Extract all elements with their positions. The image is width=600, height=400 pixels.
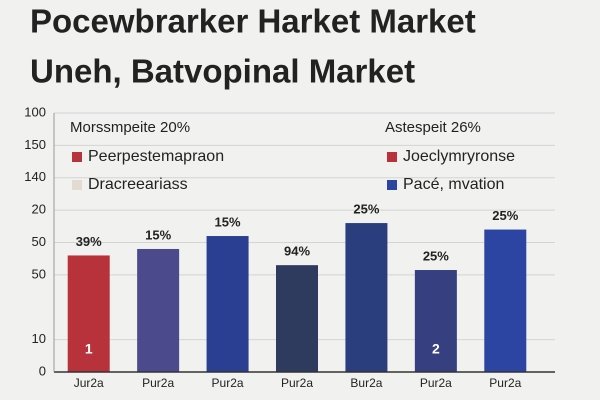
bar-label: 25% <box>353 202 379 217</box>
y-tick-label: 50 <box>32 266 46 281</box>
bar <box>67 255 110 372</box>
legend-swatch <box>72 152 82 162</box>
legend-label: Joeclymryronse <box>403 148 515 165</box>
y-tick-label: 10 <box>32 331 46 346</box>
x-tick-label: Pur2a <box>489 376 521 390</box>
bar <box>137 248 180 372</box>
y-tick-label: 50 <box>32 234 46 249</box>
bar-label: 25% <box>492 208 518 223</box>
legend-title: Astespeit 26% <box>385 119 481 136</box>
legend-label: Pacé, mvation <box>403 176 504 193</box>
bar <box>345 223 388 372</box>
x-tick-label: Pur2a <box>212 376 244 390</box>
bar-inner-label: 1 <box>85 341 93 357</box>
y-tick-label: 140 <box>24 169 46 184</box>
legend-label: Dracreeariass <box>88 176 188 193</box>
bar-label: 39% <box>76 234 102 249</box>
bar <box>206 236 249 372</box>
x-tick-label: Jur2a <box>74 376 104 390</box>
bar-label: 94% <box>284 244 310 259</box>
bar-label: 25% <box>423 248 449 263</box>
legend-swatch <box>387 180 397 190</box>
bar-inner-label: 2 <box>432 341 440 357</box>
chart-title: Pocewbrarker Harket Market <box>30 3 476 40</box>
bar <box>414 270 457 372</box>
legend-swatch <box>72 180 82 190</box>
chart-title: Uneh, Batvopinal Market <box>30 53 415 90</box>
bar-label: 15% <box>145 227 171 242</box>
legend-swatch <box>387 152 397 162</box>
legend-label: Peerpestemapraon <box>88 148 224 165</box>
bar-label: 15% <box>215 214 241 229</box>
y-tick-label: 150 <box>24 137 46 152</box>
x-tick-label: Pur2a <box>420 376 452 390</box>
y-tick-label: 0 <box>39 363 46 378</box>
x-tick-label: Bur2a <box>350 376 382 390</box>
x-tick-label: Pur2a <box>281 376 313 390</box>
y-tick-label: 100 <box>24 104 46 119</box>
bar <box>276 265 318 372</box>
x-tick-label: Pur2a <box>142 376 174 390</box>
legend-title: Morssmpeite 20% <box>70 119 190 136</box>
bar <box>484 229 527 372</box>
y-tick-label: 20 <box>32 202 46 217</box>
